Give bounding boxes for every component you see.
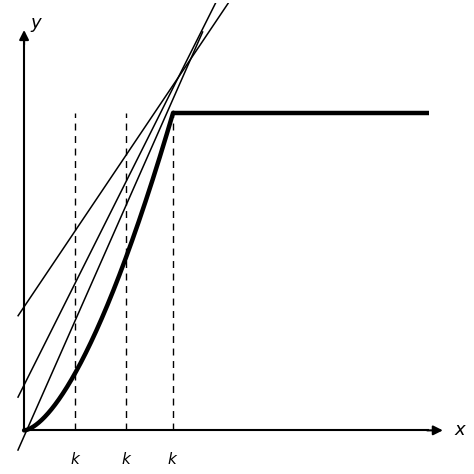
- Text: y: y: [30, 14, 41, 32]
- Text: $k$: $k$: [120, 451, 132, 467]
- Text: $k$: $k$: [70, 451, 81, 467]
- Text: $k$: $k$: [167, 451, 179, 467]
- Text: x: x: [454, 421, 465, 439]
